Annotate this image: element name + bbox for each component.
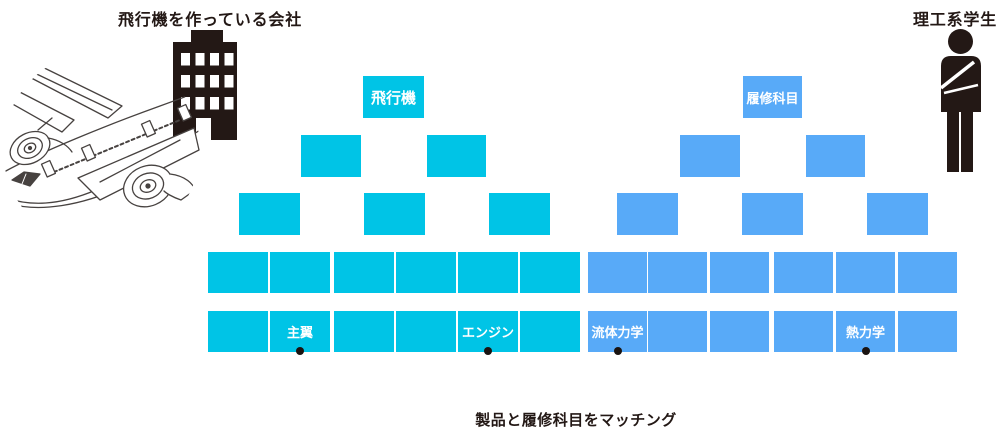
match-dot [484, 347, 492, 355]
course-root-label: 履修科目 [746, 90, 799, 106]
course-matrix-upper-cell-6 [898, 252, 957, 293]
product-matrix-lower-cell-5: エンジン [458, 311, 518, 352]
airplane-line-art [3, 59, 200, 209]
product-matrix-upper-cell-4 [396, 252, 456, 293]
airplane-circle-illustration [3, 30, 237, 248]
course-matrix-lower-cell-2 [648, 311, 707, 352]
match-dot [861, 347, 870, 355]
course-l3-box-2 [742, 193, 803, 235]
product-root-label: 飛行機 [370, 89, 416, 107]
course-matrix-upper-cell-3 [710, 252, 769, 293]
product-l2-box-1 [301, 135, 361, 177]
product-matrix-upper-cell-3 [334, 252, 394, 293]
building-icon [173, 30, 237, 140]
product-l3-box-3 [489, 193, 550, 235]
student-label: 理工系学生 [913, 12, 998, 29]
product-matrix-lower-cell-6 [520, 311, 580, 352]
caption-label: 製品と履修科目をマッチング [475, 412, 677, 429]
course-l3-box-3 [867, 193, 928, 235]
course-matrix-lower-cell-6 [898, 311, 957, 352]
course-l2-box-2 [806, 135, 865, 177]
student-icon [939, 29, 981, 172]
product-root-box: 飛行機 [363, 76, 424, 118]
match-dot [613, 347, 622, 355]
product-matrix-lower-cell-4 [396, 311, 456, 352]
course-matrix-upper-cell-1 [588, 252, 647, 293]
course-root-box: 履修科目 [743, 76, 802, 118]
product-matrix-lower-cell-2: 主翼 [270, 311, 330, 352]
product-l2-box-2 [427, 135, 486, 177]
product-l3-box-1 [239, 193, 300, 235]
product-matrix-lower-cell-3 [334, 311, 394, 352]
product-matrix-upper-cell-2 [270, 252, 330, 293]
product-matrix-upper-cell-6 [520, 252, 580, 293]
product-matrix-lower-cell-1 [208, 311, 268, 352]
product-l3-box-2 [364, 193, 425, 235]
course-matrix-lower-cell-3 [710, 311, 769, 352]
course-matrix-upper-cell-2 [648, 252, 707, 293]
match-dot [296, 347, 304, 355]
course-matrix-lower-cell-1: 流体力学 [588, 311, 647, 352]
course-matrix-upper-cell-4 [774, 252, 833, 293]
course-matrix-upper-cell-5 [836, 252, 895, 293]
course-matrix-lower-cell-5: 熱力学 [836, 311, 895, 352]
product-matrix-upper-cell-1 [208, 252, 268, 293]
company-label: 飛行機を作っている会社 [118, 12, 303, 29]
course-matrix-lower-cell-4 [774, 311, 833, 352]
course-l3-box-1 [617, 193, 678, 235]
product-matrix-upper-cell-5 [458, 252, 518, 293]
course-l2-box-1 [680, 135, 740, 177]
